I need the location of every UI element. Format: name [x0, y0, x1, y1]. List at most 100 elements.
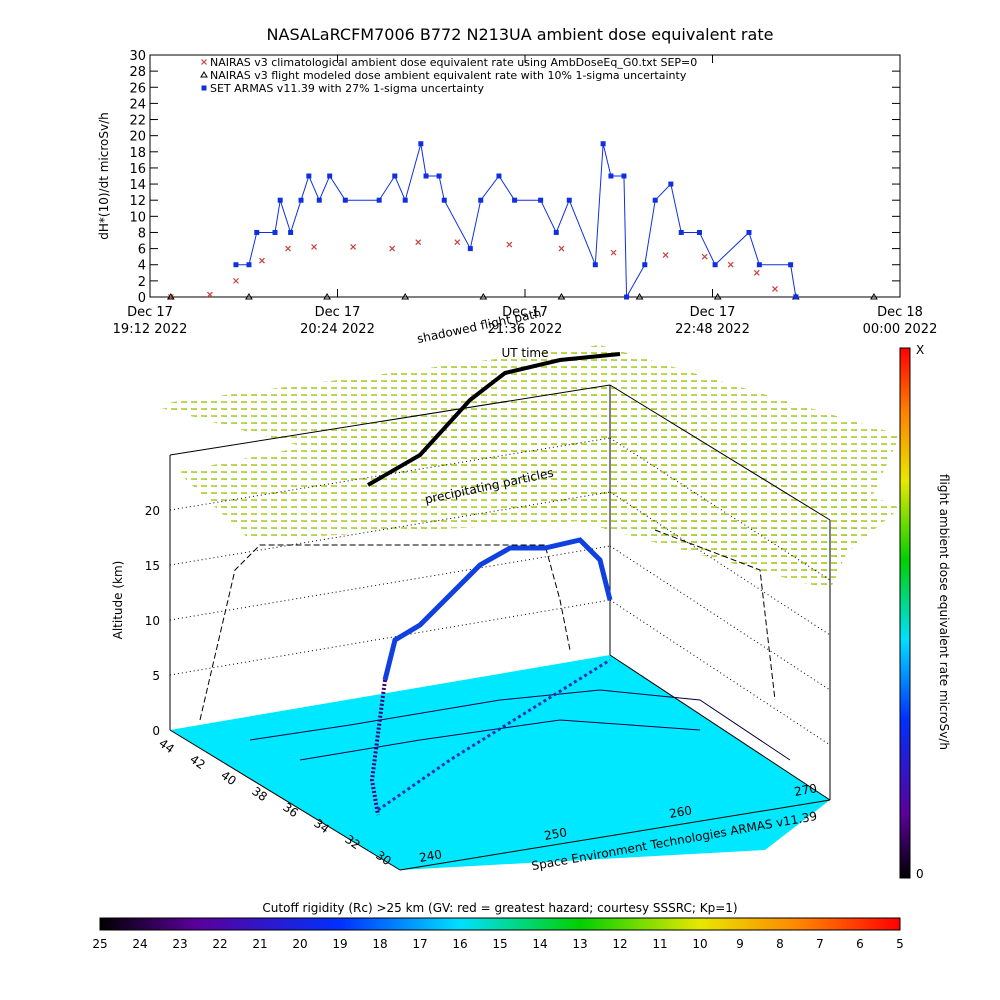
point [662, 252, 669, 258]
point [436, 173, 442, 179]
y-tick-label: 20 [129, 130, 146, 145]
flight-path [369, 679, 387, 816]
particle-sheet [178, 385, 900, 575]
x-tick-label: 20:24 2022 [300, 322, 375, 337]
projected-path [367, 352, 621, 487]
lat-tick-label: 40 [218, 768, 239, 788]
point [746, 229, 752, 235]
point [557, 293, 566, 300]
colorbar-tick: X [916, 343, 924, 357]
colorbar [99, 917, 901, 931]
point [454, 239, 461, 246]
y-tick-label: 0 [138, 291, 146, 306]
y-tick-label: 28 [129, 65, 146, 80]
y-tick-label: 6 [138, 243, 146, 258]
point [233, 262, 239, 268]
point [756, 262, 762, 268]
point [285, 245, 291, 252]
y-tick-label: 18 [129, 146, 146, 161]
colorbar-tick: 17 [412, 937, 427, 951]
map-border [249, 689, 791, 761]
point [635, 293, 644, 300]
series-line [235, 143, 797, 299]
colorbar-tick: 19 [332, 937, 347, 951]
colorbar-tick: 8 [776, 937, 784, 951]
colorbar [899, 347, 911, 879]
z-axis-label: Altitude (km) [111, 561, 125, 640]
colorbar-label: flight ambient dose equivalent rate micr… [937, 474, 951, 750]
point [401, 293, 410, 300]
colorbar-tick: 24 [132, 937, 147, 951]
point [600, 141, 606, 147]
z-tick-label: 15 [145, 559, 160, 573]
point [592, 262, 598, 268]
y-tick-label: 16 [129, 162, 146, 177]
point [272, 229, 278, 235]
z-tick-label: 5 [152, 669, 160, 683]
y-tick-label: 14 [129, 178, 146, 193]
colorbar-tick: 25 [92, 937, 107, 951]
x-tick-label: Dec 17 [315, 305, 361, 320]
point [610, 249, 617, 256]
legend-label: SET ARMAS v11.39 with 27% 1-sigma uncert… [210, 82, 484, 95]
point [788, 262, 794, 268]
point [870, 293, 878, 300]
point [608, 173, 614, 179]
point [245, 293, 253, 300]
colorbar-tick: 10 [692, 937, 707, 951]
point [342, 197, 348, 203]
x-tick-label: 00:00 2022 [863, 322, 938, 337]
point [678, 229, 684, 235]
point [254, 229, 260, 235]
point [246, 262, 252, 268]
z-tick-label: 10 [145, 614, 160, 628]
y-tick-label: 2 [138, 275, 146, 290]
point [376, 197, 382, 203]
y-tick-label: 24 [129, 97, 146, 112]
point [201, 85, 207, 91]
point [166, 293, 175, 300]
point [479, 293, 488, 300]
point [727, 261, 734, 268]
colorbar-tick: 9 [736, 937, 744, 951]
point [316, 197, 322, 203]
point [558, 245, 565, 252]
colorbar-tick: 11 [652, 937, 667, 951]
point [350, 244, 357, 250]
point [306, 173, 312, 179]
point [701, 253, 708, 260]
point [793, 294, 799, 300]
map-floor [170, 655, 830, 870]
point [496, 173, 502, 179]
y-tick-label: 4 [138, 259, 146, 274]
point [389, 245, 396, 252]
x-tick-label: Dec 18 [877, 305, 923, 320]
lon-tick-label: 270 [793, 781, 818, 799]
x-tick-label: Dec 17 [690, 305, 736, 320]
point [311, 244, 317, 250]
point [772, 286, 778, 292]
z-tick-label: 20 [145, 504, 160, 518]
point [538, 197, 544, 203]
z-tick-label: 0 [152, 724, 160, 738]
flight-path [382, 537, 613, 681]
point [624, 294, 630, 300]
colorbar-tick: 21 [252, 937, 267, 951]
point [652, 197, 658, 203]
lat-tick-label: 42 [187, 752, 208, 772]
point [553, 229, 559, 235]
point [201, 59, 207, 65]
colorbar-tick: 0 [916, 867, 924, 881]
y-tick-label: 8 [138, 226, 146, 241]
point [713, 293, 722, 300]
colorbar-tick: 18 [372, 937, 387, 951]
lon-tick-label: 250 [543, 825, 568, 843]
lat-tick-label: 44 [156, 736, 177, 756]
lon-tick-label: 260 [668, 803, 693, 821]
panel-3d [150, 345, 900, 871]
point [696, 229, 702, 235]
colorbar-tick: 15 [492, 937, 507, 951]
point [423, 173, 429, 179]
point [478, 197, 484, 203]
